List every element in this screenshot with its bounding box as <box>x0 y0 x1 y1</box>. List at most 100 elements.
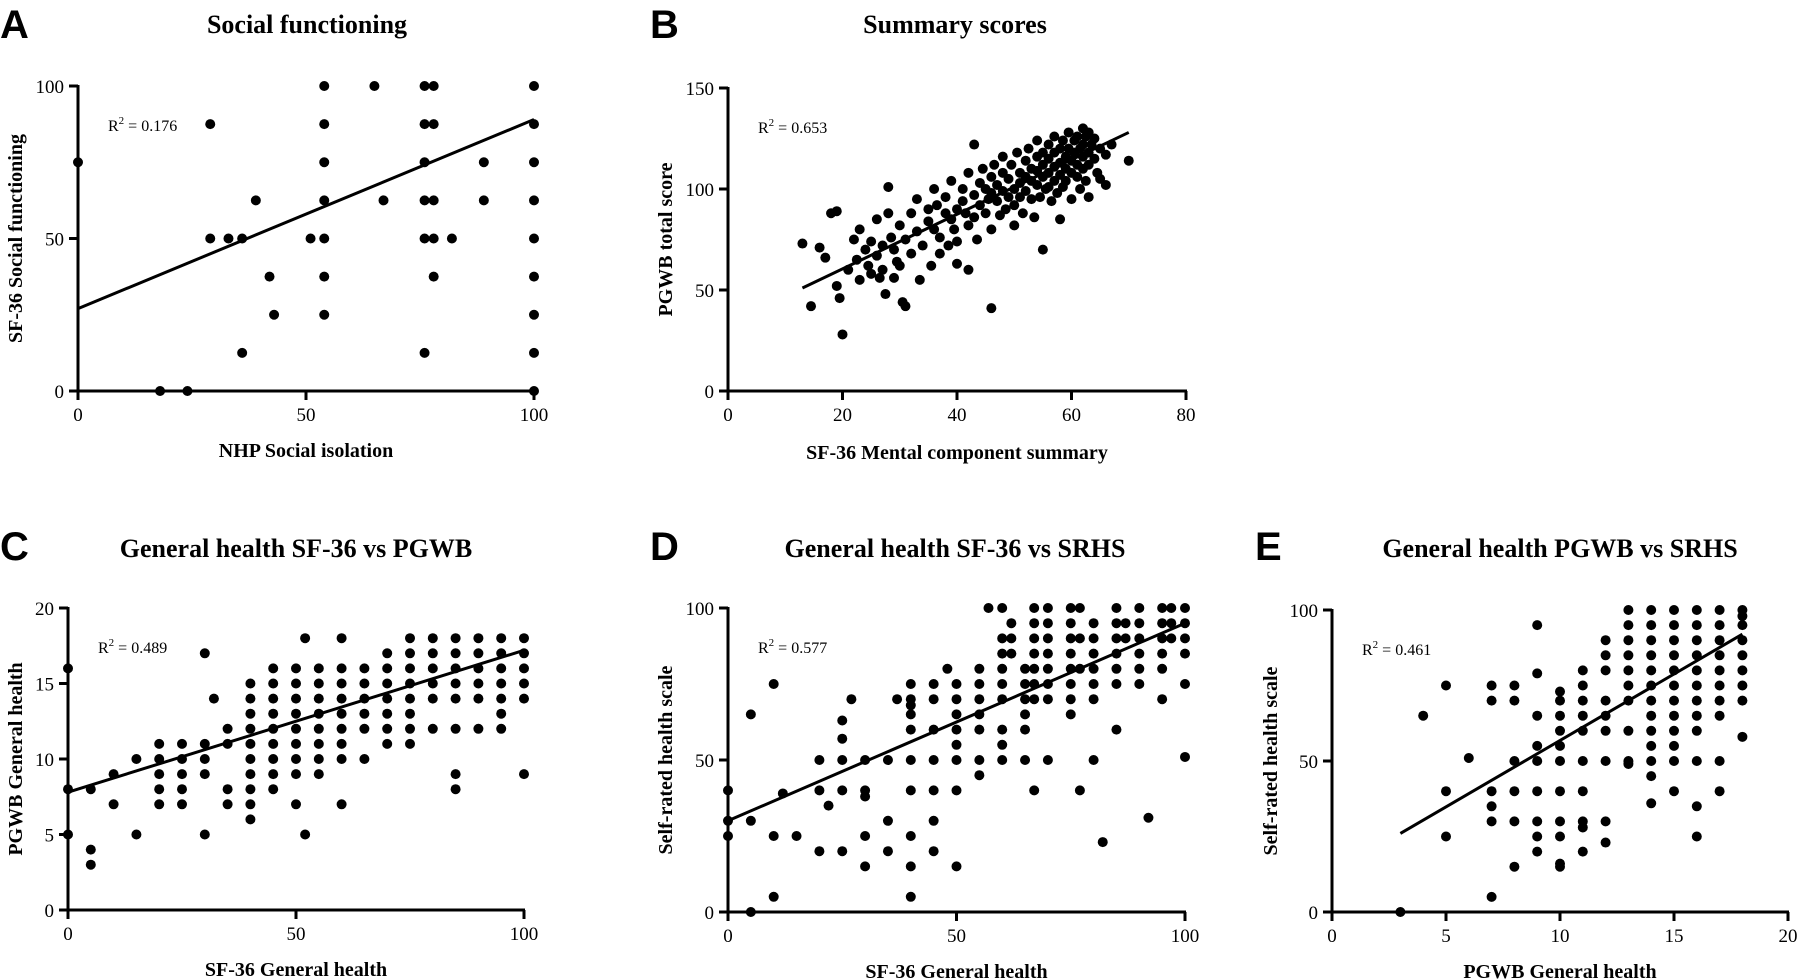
data-point <box>1600 756 1611 766</box>
data-point <box>1669 756 1679 766</box>
data-point <box>1134 603 1145 613</box>
data-point <box>820 252 831 263</box>
data-point <box>1714 650 1725 661</box>
data-point <box>177 799 187 810</box>
y-tick-label: 0 <box>1309 903 1319 924</box>
data-point <box>1020 694 1031 705</box>
data-point <box>1180 633 1190 644</box>
data-point <box>1065 618 1076 629</box>
data-point <box>1020 679 1031 689</box>
data-point <box>905 709 916 720</box>
data-point <box>957 196 968 207</box>
data-point <box>1077 139 1088 150</box>
data-point <box>1157 648 1168 659</box>
data-point <box>997 679 1008 689</box>
data-point <box>177 784 187 795</box>
data-point <box>951 785 962 796</box>
data-point <box>951 739 962 750</box>
y-tick-label: 100 <box>686 180 715 201</box>
data-point <box>923 204 934 215</box>
y-axis-label: SF-36 Social functioning <box>5 134 27 343</box>
r-squared-prefix: R <box>758 640 769 657</box>
x-tick-label: 50 <box>287 924 306 945</box>
data-point <box>1691 680 1702 691</box>
data-point <box>1080 175 1091 186</box>
data-point <box>519 693 529 704</box>
regression-line <box>727 621 1186 823</box>
data-point <box>1111 679 1122 689</box>
data-point <box>250 195 261 206</box>
data-point <box>1088 755 1099 765</box>
data-point <box>1072 131 1083 142</box>
data-point <box>1532 816 1543 827</box>
data-point <box>405 648 415 659</box>
data-point <box>208 693 219 704</box>
data-point <box>1691 695 1702 706</box>
data-point <box>359 708 370 719</box>
data-point <box>1486 891 1497 902</box>
data-point <box>519 769 529 780</box>
data-point <box>336 708 347 719</box>
data-point <box>882 815 893 826</box>
data-point <box>983 603 994 613</box>
data-point <box>205 119 216 130</box>
data-point <box>837 715 848 726</box>
data-point <box>319 119 330 130</box>
data-point <box>291 723 301 734</box>
data-point <box>972 234 983 245</box>
y-tick-label: 20 <box>35 599 54 620</box>
data-point <box>905 755 916 765</box>
data-point <box>269 309 280 320</box>
data-point <box>1669 635 1679 646</box>
data-point <box>1134 663 1145 674</box>
r-squared-annotation: R2 = 0.176 <box>108 115 177 135</box>
data-point <box>496 633 507 644</box>
data-point <box>1003 192 1014 203</box>
data-point <box>1418 710 1429 721</box>
data-points <box>723 603 1190 917</box>
data-point <box>1049 131 1060 142</box>
r-squared-prefix: R <box>98 640 109 657</box>
data-point <box>313 754 324 764</box>
data-point <box>1714 620 1725 631</box>
data-point <box>473 633 484 644</box>
data-point <box>1020 186 1031 197</box>
data-point <box>1463 752 1474 763</box>
data-point <box>1006 633 1017 644</box>
data-point <box>1623 650 1634 661</box>
data-point <box>1669 620 1679 631</box>
data-point <box>1532 831 1543 842</box>
data-point <box>952 258 962 269</box>
y-tick-label: 10 <box>35 750 54 771</box>
data-point <box>882 846 893 857</box>
data-point <box>989 159 1000 170</box>
data-point <box>245 738 256 749</box>
x-tick-label: 0 <box>73 405 83 426</box>
data-point <box>382 708 393 719</box>
data-point <box>1669 710 1679 721</box>
data-point <box>268 784 279 795</box>
data-point <box>1123 155 1134 166</box>
data-point <box>1669 725 1679 736</box>
data-point <box>837 846 848 857</box>
data-point <box>131 754 142 764</box>
data-point <box>1623 635 1634 646</box>
r-squared-value: = 0.653 <box>774 120 827 137</box>
data-point <box>942 663 953 674</box>
data-point <box>969 139 980 150</box>
data-point <box>951 724 962 735</box>
y-axis-label: Self-rated health scale <box>655 665 677 854</box>
data-point <box>1737 731 1748 742</box>
data-point <box>997 663 1008 674</box>
data-point <box>1691 605 1702 615</box>
data-point <box>405 738 415 749</box>
data-point <box>1120 618 1131 629</box>
r-squared-superscript: 2 <box>119 115 125 127</box>
data-point <box>1691 710 1702 721</box>
panel-letter: D <box>650 525 679 569</box>
data-point <box>946 175 957 186</box>
data-point <box>268 754 279 764</box>
data-points <box>1395 605 1748 917</box>
data-point <box>85 859 96 870</box>
data-point <box>427 693 438 704</box>
